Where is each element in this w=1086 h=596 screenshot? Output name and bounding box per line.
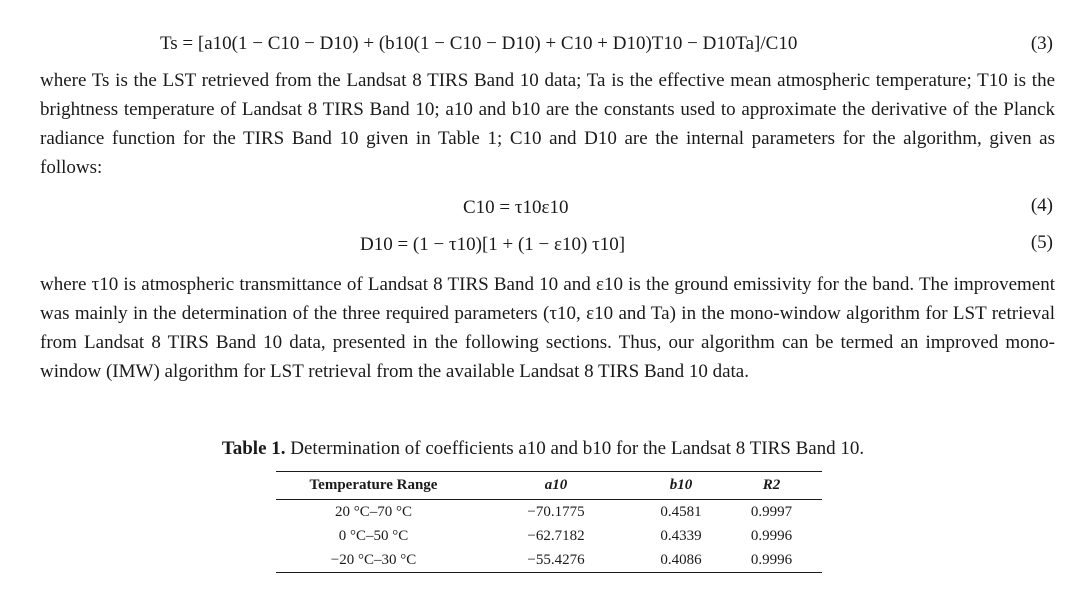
header-r-squared: R2 [721,471,822,500]
header-b10: b10 [641,471,721,500]
equation-5-number: (5) [1030,232,1053,253]
table-caption-label: Table 1. [221,438,286,459]
equation-5: D10 = (1 − τ10)[1 + (1 − ε10) τ10] [360,233,625,257]
header-a10: a10 [471,471,641,500]
table-cell: −20 °C–30 °C [276,548,471,573]
table-cell: 0.9997 [750,503,793,520]
equation-3: Ts = [a10(1 − C10 − D10) + (b10(1 − C10 … [160,32,797,56]
table-caption-text: Determination of coefficients a10 and b1… [290,438,865,459]
equation-4-number: (4) [1030,195,1053,216]
equation-4: C10 = τ10ε10 [463,196,569,220]
table-cell: 0 °C–50 °C [338,527,409,544]
paragraph-1: where Ts is the LST retrieved from the L… [40,70,1055,178]
equation-4-text: C10 = τ10ε10 [463,197,569,218]
table-cell: 20 °C–70 °C [334,503,412,520]
table-cell: −55.4276 [471,548,641,573]
table-row: 20 °C–70 °C −70.1775 0.4581 0.9997 [276,500,822,525]
table-cell: 0.4581 [660,503,702,520]
header-temperature-range: Temperature Range [276,471,471,500]
table-cell: −62.7182 [527,527,585,544]
coefficients-table: Temperature Range a10 b10 R2 20 °C–70 °C… [276,471,822,573]
equation-3-text: Ts = [a10(1 − C10 − D10) + (b10(1 − C10 … [160,33,798,54]
table-caption: Table 1. Determination of coefficients a… [0,437,1086,461]
table-cell: −70.1775 [527,503,585,520]
table-header-row: Temperature Range a10 b10 R2 [276,471,822,500]
table-cell: 0.9996 [721,548,822,573]
paragraph-2: where τ10 is atmospheric transmittance o… [40,274,1055,382]
table-row: −20 °C–30 °C −55.4276 0.4086 0.9996 [276,548,822,573]
table-cell: 0.9996 [750,527,793,544]
equation-3-number: (3) [1030,33,1053,54]
table-cell: 0.4086 [641,548,721,573]
table-row: 0 °C–50 °C −62.7182 0.4339 0.9996 [276,524,822,548]
equation-5-text: D10 = (1 − τ10)[1 + (1 − ε10) τ10] [360,234,626,255]
table-cell: 0.4339 [660,527,702,544]
